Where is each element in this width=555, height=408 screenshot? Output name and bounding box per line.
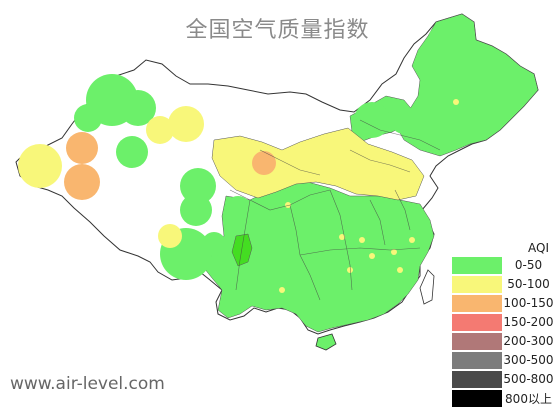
region-hotspot-sensitive [252, 151, 276, 175]
region-xinjiang-good-b [120, 90, 156, 126]
region-moderate-dot [339, 234, 345, 240]
legend-label: 100-150 [503, 296, 554, 310]
legend-title: AQI [528, 241, 549, 255]
region-north-good-c [390, 106, 418, 134]
region-north-good-b [354, 102, 390, 138]
region-xinjiang-moderate-c [168, 106, 204, 142]
region-xinjiang-moderate-b [146, 116, 174, 144]
region-moderate-dot [409, 237, 415, 243]
legend-item: 500-800 [452, 370, 555, 389]
region-qinghai-good-a [180, 168, 216, 204]
legend-swatch [452, 351, 502, 369]
legend-label: 800以上 [505, 391, 552, 406]
region-moderate-dot [347, 267, 353, 273]
region-moderate-dot [369, 253, 375, 259]
region-north-moderate [211, 127, 425, 201]
region-tibet-moderate [158, 224, 182, 248]
legend-swatch [452, 256, 502, 274]
region-xinjiang-sensitive-a [66, 132, 98, 164]
region-xinjiang-good-d [74, 104, 102, 132]
region-northeast-good-b [428, 24, 460, 56]
region-south-good [203, 179, 435, 333]
taiwan-island [419, 269, 435, 305]
region-moderate-dot [285, 202, 291, 208]
aqi-regions [18, 13, 539, 333]
legend-label: 200-300 [503, 334, 554, 348]
legend-swatch [452, 370, 502, 388]
region-sichuan-darkgood [231, 233, 253, 267]
legend-swatch [452, 389, 502, 407]
legend-item: 300-500 [452, 351, 555, 370]
region-qinghai-good-c [224, 196, 252, 224]
legend-label: 50-100 [507, 277, 550, 291]
region-moderate-dot [391, 249, 397, 255]
region-moderate-dot [397, 267, 403, 273]
region-moderate-dot [359, 237, 365, 243]
region-xinjiang-good-c [116, 136, 148, 168]
region-xinjiang-sensitive-b [64, 164, 100, 200]
legend-item: 50-100 [452, 275, 555, 294]
legend-swatch [452, 294, 502, 312]
legend-item: 100-150 [452, 294, 555, 313]
region-qinghai-good-b [180, 194, 212, 226]
legend-item: 800以上 [452, 389, 555, 408]
region-moderate-dot [293, 169, 299, 175]
map-title: 全国空气质量指数 [185, 18, 370, 43]
province-borders [229, 119, 441, 301]
legend-swatch [452, 332, 502, 350]
region-tibet-good-b [202, 232, 226, 256]
legend-label: 0-50 [514, 258, 543, 272]
watermark: www.air-level.com [10, 374, 165, 394]
legend-item: 0-50 [452, 256, 555, 275]
legend-label: 500-800 [503, 372, 554, 386]
legend-swatch [452, 275, 502, 293]
legend-swatch [452, 313, 502, 331]
legend-label: 150-200 [503, 315, 554, 329]
legend-item: 150-200 [452, 313, 555, 332]
legend-item: 200-300 [452, 332, 555, 351]
legend-label: 300-500 [503, 353, 554, 367]
region-moderate-dot [279, 287, 285, 293]
aqi-legend: AQI 0-50 50-100 100-150 150-200 200-300 300-5… [452, 240, 555, 408]
region-xinjiang-moderate-a [18, 144, 62, 188]
hainan-island [315, 333, 337, 351]
region-moderate-dot [453, 99, 459, 105]
